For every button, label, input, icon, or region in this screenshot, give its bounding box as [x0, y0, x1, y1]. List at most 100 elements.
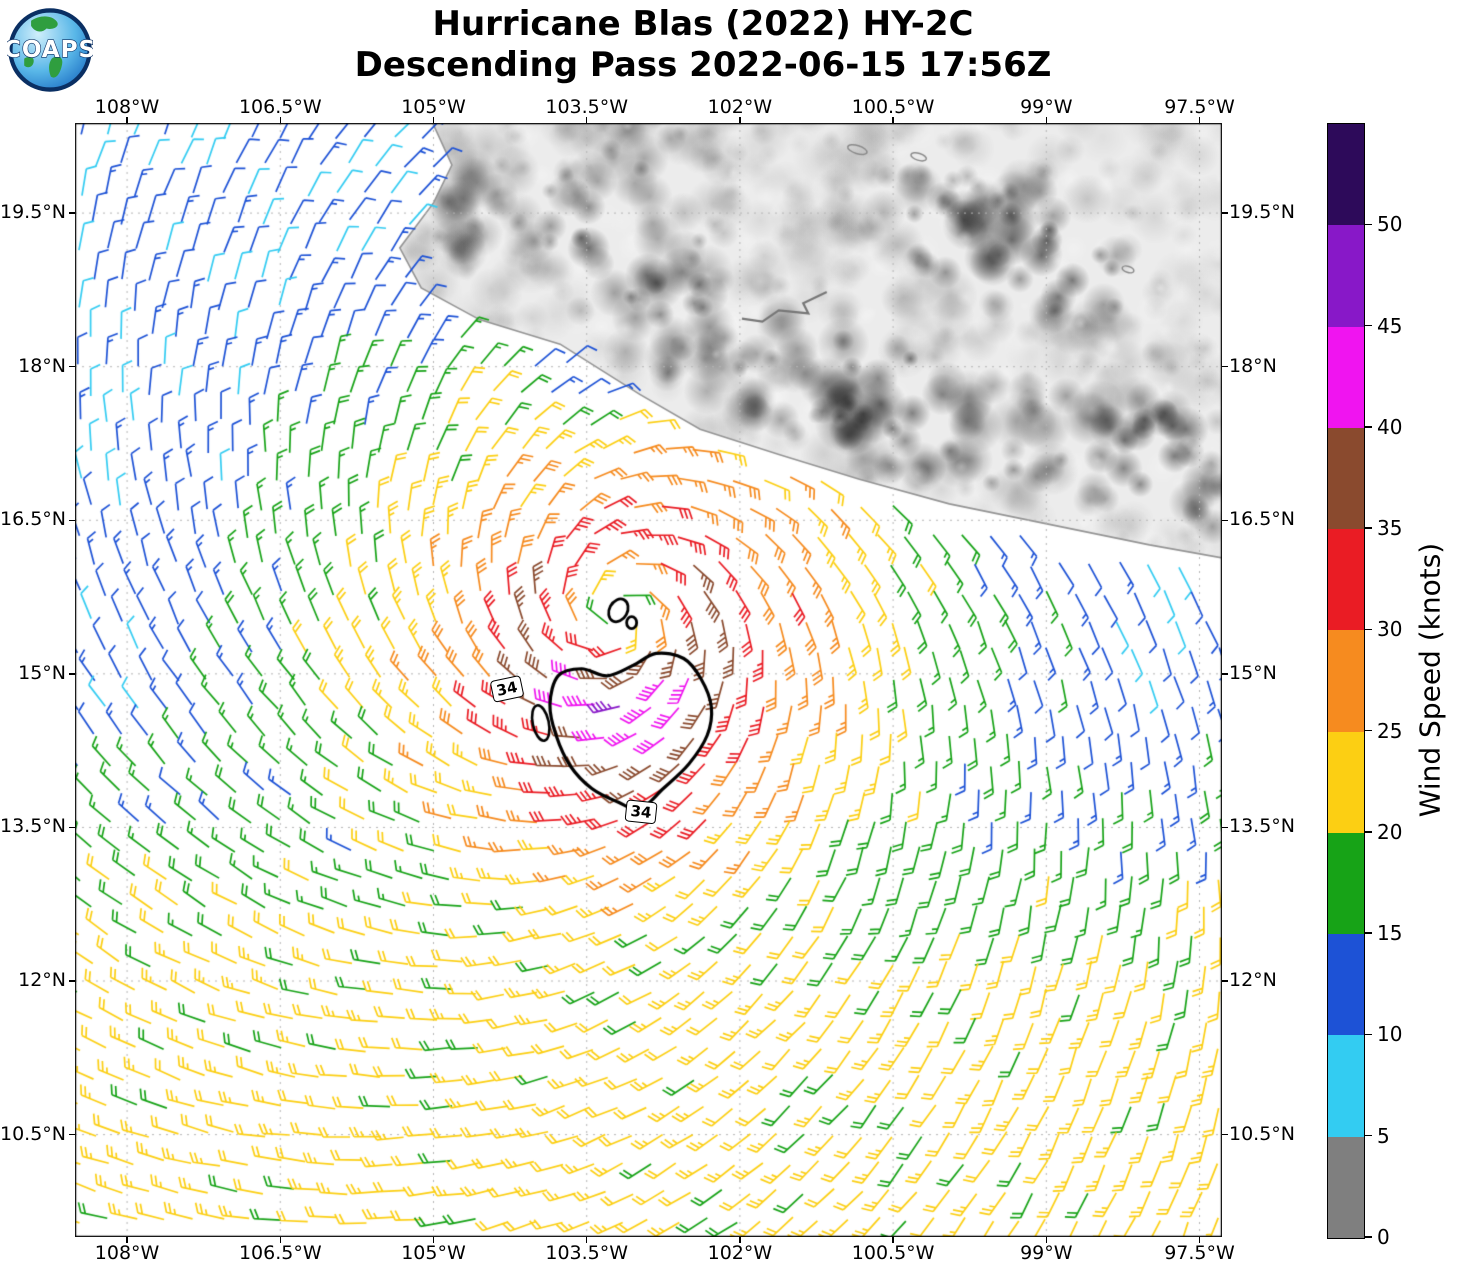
x-axis-tick — [892, 117, 894, 123]
colorbar-segment — [1328, 326, 1364, 428]
colorbar-segment — [1328, 427, 1364, 530]
x-axis-tick — [1198, 1237, 1201, 1243]
y-axis-label-right: 12°N — [1229, 969, 1277, 992]
colorbar-segment — [1328, 225, 1364, 327]
colorbar-tick — [1365, 1236, 1372, 1238]
x-axis-label-bottom: 108°W — [94, 1242, 160, 1264]
y-axis-label-left: 16.5°N — [0, 508, 67, 531]
x-axis-label-bottom: 100.5°W — [851, 1242, 935, 1264]
coaps-logo: COAPS — [7, 8, 93, 92]
x-axis-tick — [126, 117, 128, 123]
x-axis-label-bottom: 97.5°W — [1164, 1242, 1235, 1264]
x-axis-label-top: 97.5°W — [1164, 96, 1235, 118]
x-axis-tick — [585, 1237, 588, 1243]
y-axis-tick — [1222, 980, 1228, 982]
y-axis-tick — [69, 212, 75, 214]
y-axis-tick — [1222, 519, 1228, 522]
y-axis-label-left: 18°N — [18, 354, 66, 377]
colorbar — [1327, 123, 1365, 1239]
colorbar-tick — [1365, 426, 1372, 428]
continent-shape — [24, 56, 34, 68]
x-axis-label-bottom: 102°W — [707, 1242, 773, 1264]
colorbar-tick — [1365, 223, 1372, 226]
chart-title-line1: Hurricane Blas (2022) HY-2C — [432, 4, 974, 44]
y-axis-tick — [1222, 212, 1228, 214]
y-axis-label-right: 16.5°N — [1229, 508, 1296, 531]
colorbar-tick-label: 40 — [1377, 414, 1403, 439]
x-axis-tick — [739, 117, 741, 123]
x-axis-label-top: 102°W — [707, 96, 773, 118]
y-axis-tick — [69, 365, 75, 368]
x-axis-label-bottom: 106.5°W — [238, 1242, 322, 1264]
x-axis-label-bottom: 103.5°W — [545, 1242, 629, 1264]
colorbar-tick-label: 20 — [1377, 819, 1403, 844]
x-axis-label-top: 106.5°W — [238, 96, 322, 118]
x-axis-label-bottom: 99°W — [1020, 1242, 1073, 1264]
y-axis-label-right: 10.5°N — [1229, 1122, 1296, 1145]
chart-title: Hurricane Blas (2022) HY-2C Descending P… — [75, 4, 1331, 87]
x-axis-tick — [279, 117, 282, 123]
colorbar-tick-label: 15 — [1377, 921, 1403, 946]
y-axis-label-right: 15°N — [1229, 661, 1277, 684]
colorbar-tick-label: 5 — [1377, 1123, 1390, 1148]
y-axis-tick — [69, 519, 75, 522]
colorbar-segment — [1328, 832, 1364, 935]
colorbar-segment — [1328, 630, 1364, 732]
x-axis-label-top: 100.5°W — [851, 96, 935, 118]
y-axis-tick — [69, 1133, 75, 1136]
y-axis-label-right: 13.5°N — [1229, 815, 1296, 838]
colorbar-segment — [1328, 124, 1364, 226]
y-axis-label-left: 12°N — [18, 969, 66, 992]
globe-circle — [8, 8, 92, 92]
y-axis-label-left: 10.5°N — [0, 1122, 67, 1145]
colorbar-tick-label: 50 — [1377, 212, 1403, 237]
y-axis-tick — [1222, 673, 1228, 675]
wind-barb-map — [75, 123, 1222, 1237]
colorbar-tick — [1365, 527, 1372, 529]
x-axis-tick — [1045, 1237, 1048, 1243]
x-axis-tick — [432, 117, 435, 123]
y-axis-tick — [69, 826, 75, 829]
colorbar-segment — [1328, 1035, 1364, 1137]
colorbar-tick-label: 25 — [1377, 718, 1403, 743]
colorbar-segment — [1328, 731, 1364, 833]
colorbar-tick — [1365, 932, 1372, 934]
colorbar-segment — [1328, 1136, 1364, 1238]
y-axis-tick — [69, 980, 75, 982]
colorbar-tick-label: 35 — [1377, 516, 1403, 541]
x-axis-label-top: 103.5°W — [545, 96, 629, 118]
continent-shape — [31, 16, 58, 32]
colorbar-tick-label: 0 — [1377, 1225, 1390, 1249]
x-axis-tick — [279, 1237, 282, 1243]
x-axis-tick — [432, 1237, 435, 1243]
colorbar-axis-label: Wind Speed (knots) — [1413, 542, 1447, 818]
colorbar-tick — [1365, 729, 1372, 732]
y-axis-label-right: 18°N — [1229, 354, 1277, 377]
x-axis-tick — [892, 1237, 894, 1243]
x-axis-tick — [1045, 117, 1048, 123]
colorbar-tick-label: 10 — [1377, 1022, 1403, 1047]
y-axis-label-left: 15°N — [18, 661, 66, 684]
colorbar-tick-label: 30 — [1377, 617, 1403, 642]
x-axis-label-top: 108°W — [94, 96, 160, 118]
colorbar-segment — [1328, 934, 1364, 1036]
colorbar-tick — [1365, 324, 1372, 327]
colorbar-tick — [1365, 628, 1372, 631]
coaps-logo-text: COAPS — [7, 36, 93, 63]
y-axis-tick — [1222, 365, 1228, 368]
x-axis-label-bottom: 105°W — [401, 1242, 466, 1264]
y-axis-label-right: 19.5°N — [1229, 201, 1296, 224]
x-axis-label-top: 99°W — [1020, 96, 1073, 118]
colorbar-segment — [1328, 529, 1364, 631]
colorbar-tick — [1365, 1134, 1372, 1137]
colorbar-tick — [1365, 831, 1372, 833]
x-axis-tick — [126, 1237, 128, 1243]
x-axis-tick — [585, 117, 588, 123]
contour-34-label: 34 — [624, 799, 658, 825]
colorbar-tick — [1365, 1033, 1372, 1036]
chart-title-line2: Descending Pass 2022-06-15 17:56Z — [354, 45, 1052, 86]
x-axis-label-top: 105°W — [401, 96, 466, 118]
y-axis-tick — [1222, 1133, 1228, 1136]
y-axis-tick — [69, 673, 75, 675]
